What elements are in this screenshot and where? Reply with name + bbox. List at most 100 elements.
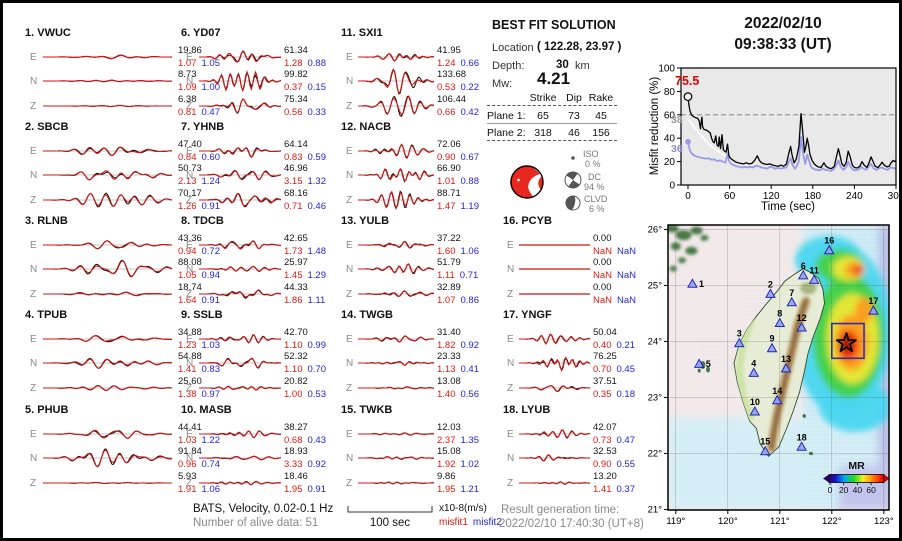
synthetic-trace — [358, 94, 435, 115]
misfit-values: 0.73 0.47 — [593, 435, 635, 446]
misfit2-value: 1.24 — [201, 176, 221, 187]
component-label: N — [346, 170, 354, 181]
synthetic-trace — [43, 429, 173, 439]
misfit-values: 1.28 0.88 — [284, 58, 326, 69]
misfit-values: 0.81 0.47 — [178, 107, 220, 118]
station-number-label: 17 — [868, 296, 878, 306]
waveform-plot — [43, 357, 173, 369]
filter-info: BATS, Velocity, 0.02-0.1 Hz — [193, 503, 334, 515]
amplitude-value: 18.93 — [284, 446, 308, 457]
misfit1-value: 1.40 — [437, 388, 456, 400]
misfit-values: 1.26 0.91 — [178, 201, 220, 212]
misfit2-value: 0.47 — [201, 106, 221, 118]
synthetic-trace — [358, 167, 435, 182]
amplitude-value: 41.95 — [437, 44, 461, 56]
iso-symbol-icon — [571, 156, 575, 160]
amplitude-value: 8.73 — [178, 69, 197, 80]
component-label: Z — [346, 100, 353, 112]
islet — [808, 451, 814, 456]
y-tick-label: 0 — [669, 181, 675, 192]
depth-value: 30 — [556, 59, 569, 71]
misfit2-value: 0.41 — [460, 364, 480, 375]
synthetic-trace — [199, 70, 282, 92]
station-header: 6. YD07 — [181, 27, 221, 39]
component-label: Z — [507, 477, 514, 489]
plane2-strike: 318 — [534, 127, 552, 139]
misfit1-value: 1.86 — [284, 294, 303, 306]
misfit1-value: 1.03 — [178, 434, 197, 446]
station-header: 11. SXI1 — [341, 27, 383, 39]
component-label: Z — [30, 194, 37, 206]
amplitude-value: 25.60 — [178, 375, 202, 387]
station-triangle-icon — [823, 244, 835, 255]
misfit2-value: 0.43 — [307, 434, 327, 446]
colorbar-tick-label: 60 — [866, 485, 876, 495]
plane1-strike: 65 — [537, 110, 549, 122]
station-header: 15. TWKB — [341, 404, 393, 416]
synthetic-trace — [358, 190, 435, 209]
misfit2-value: 0.74 — [201, 459, 221, 470]
station-header: 16. PCYB — [503, 215, 552, 227]
misfit2-value: 0.71 — [459, 270, 479, 281]
station-number-label: 8 — [777, 309, 782, 319]
component-label: N — [507, 453, 515, 464]
misfit-values: NaN NaN — [593, 246, 636, 257]
station-triangle-icon — [749, 405, 761, 416]
colorbar-tick-label: 40 — [853, 485, 863, 495]
misfit-values: 3.15 1.32 — [284, 176, 326, 187]
amplitude-value: 37.51 — [593, 375, 617, 387]
misfit2-value: 1.32 — [307, 176, 327, 187]
synthetic-trace — [358, 289, 435, 297]
misfit-values: 0.90 0.55 — [593, 459, 635, 470]
misfit-values: 0.71 0.46 — [284, 201, 326, 212]
synthetic-trace — [199, 49, 282, 63]
synthetic-trace — [43, 79, 172, 83]
misfit1-value: 0.73 — [593, 434, 612, 446]
waveform-plot — [358, 456, 434, 461]
station-number-label: 11 — [809, 265, 819, 275]
waveform-plot — [43, 192, 173, 207]
x-tick-label: 120 — [763, 191, 780, 202]
amplitude-value: 44.33 — [284, 281, 308, 293]
amplitude-value: 75.34 — [284, 93, 308, 105]
misfit2-value: NaN — [617, 270, 637, 281]
misfit-values: 0.70 0.45 — [593, 364, 635, 375]
station-header: 17. YNGF — [503, 309, 552, 321]
waveform-plot — [199, 333, 282, 344]
misfit2-value: 0.56 — [460, 388, 480, 400]
component-label: E — [507, 428, 514, 440]
misfit1-value: 1.28 — [284, 57, 303, 69]
event-title: 2022/02/10 09:38:33 (UT) — [678, 13, 888, 55]
dc-label: DC — [588, 172, 601, 182]
best-misfit-label: 75.5 — [675, 74, 699, 88]
amplitude-value: 91.84 — [178, 446, 202, 457]
synthetic-trace — [199, 357, 282, 368]
misfit1-value: 1.26 — [178, 200, 197, 212]
misfit1-value: 0.96 — [178, 459, 197, 470]
waveform-plot — [358, 361, 435, 366]
amplitude-value: 76.25 — [593, 351, 617, 362]
misfit2-value: 1.11 — [307, 294, 326, 306]
misfit2-value: 0.59 — [307, 151, 327, 163]
synthetic-trace — [199, 97, 282, 114]
misfit-values: 1.60 1.06 — [437, 246, 479, 257]
depth-label: Depth: — [492, 60, 525, 72]
misfit2-value: 0.18 — [616, 388, 636, 400]
component-label: E — [30, 51, 37, 63]
mr-colorbar: MR 0 20 40 60 — [823, 460, 889, 495]
misfit-values: 1.23 1.03 — [178, 340, 220, 351]
synthetic-trace — [43, 449, 172, 468]
misfit1-value: 1.05 — [178, 270, 197, 281]
waveform-plot — [519, 243, 590, 246]
waveform-plot — [199, 265, 281, 272]
misfit2-value: 1.02 — [460, 459, 480, 470]
iso-percent: 0 % — [585, 159, 601, 169]
col-dip: Dip — [566, 92, 582, 104]
amplitude-value: 32.89 — [437, 281, 461, 293]
islet — [706, 366, 711, 373]
plane1-dip: 73 — [568, 110, 580, 122]
x-tick-label: 0 — [685, 191, 691, 202]
synthetic-trace — [199, 429, 282, 438]
component-label: E — [186, 428, 193, 440]
